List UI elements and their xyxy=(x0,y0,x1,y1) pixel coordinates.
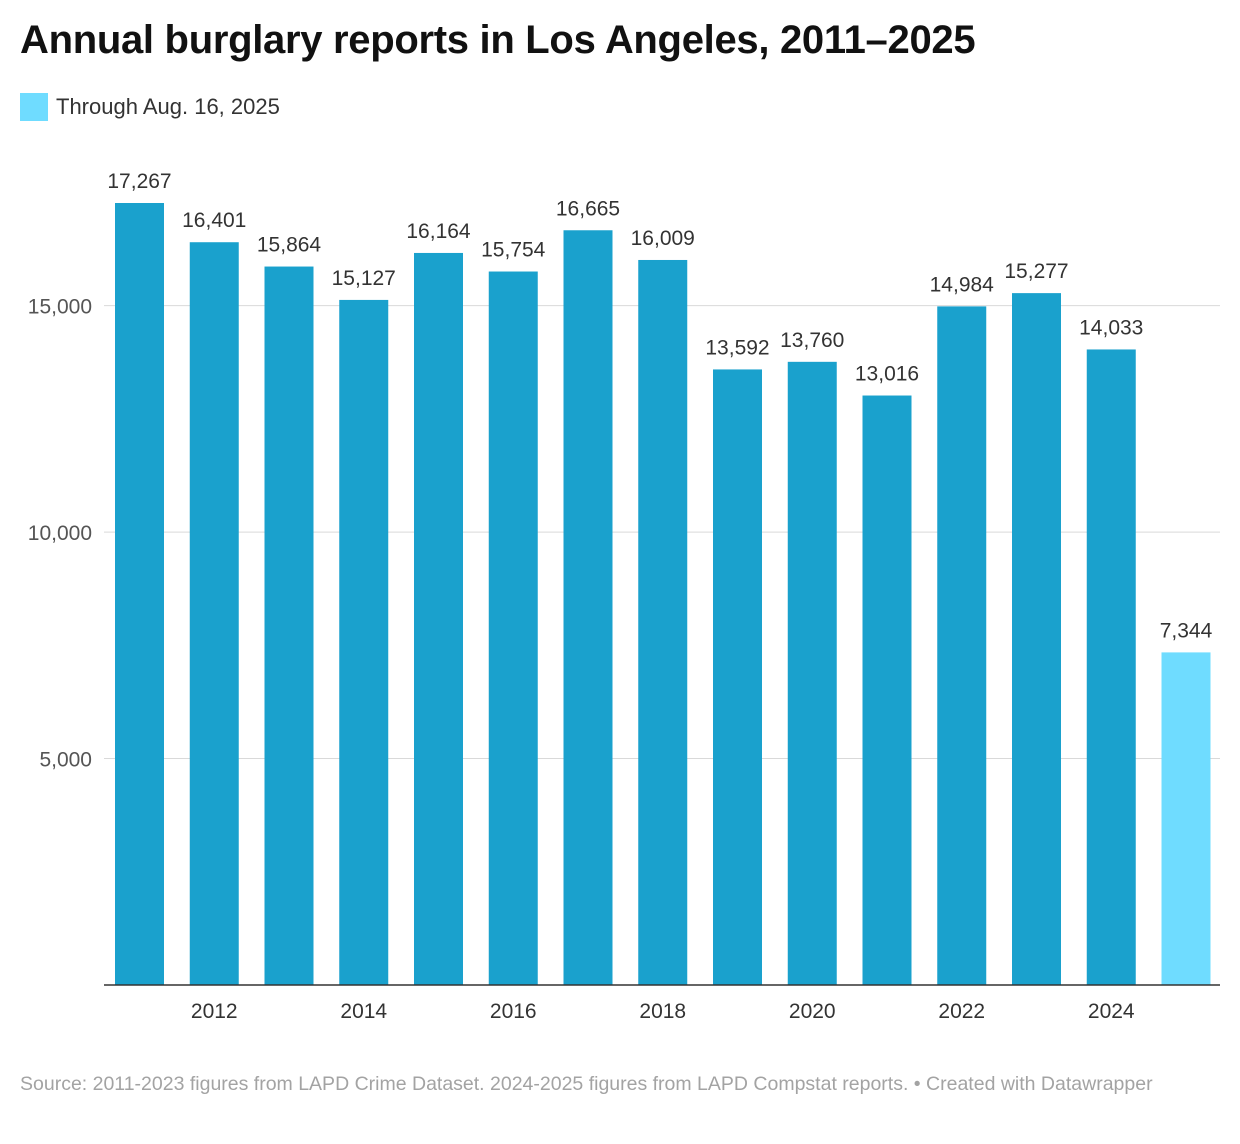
bar-2015 xyxy=(414,252,463,985)
bar-2014 xyxy=(339,299,389,985)
bar-value-label: 7,344 xyxy=(1160,619,1213,642)
x-tick-label: 2022 xyxy=(938,1000,985,1023)
source-note: Source: 2011-2023 figures from LAPD Crim… xyxy=(20,1073,1153,1095)
bar-2011 xyxy=(115,203,164,985)
bar-2022 xyxy=(937,306,987,985)
bar-value-label: 16,164 xyxy=(406,220,471,243)
y-tick-label: 5,000 xyxy=(39,749,92,772)
bar-2016 xyxy=(488,271,538,985)
bar-value-label: 16,401 xyxy=(182,209,246,232)
bar-value-label: 13,016 xyxy=(855,363,919,386)
bar-2019 xyxy=(713,369,762,985)
bar-2021 xyxy=(862,395,912,985)
bar-value-label: 13,592 xyxy=(705,336,769,359)
bar-chart: 5,000 10,000 15,000 17,267 16,401 15,864 15,12… xyxy=(28,170,1220,1023)
x-tick-label: 2020 xyxy=(789,1000,836,1023)
bar-value-label: 16,665 xyxy=(556,197,620,220)
legend: Through Aug. 16, 2025 xyxy=(20,93,280,121)
bar-value-label: 15,754 xyxy=(481,239,546,262)
bar-value-label: 15,277 xyxy=(1004,260,1068,283)
bar-2024 xyxy=(1086,349,1136,986)
bar-2013 xyxy=(264,266,314,985)
bar-2025 xyxy=(1161,652,1211,985)
bar-value-label: 15,127 xyxy=(332,267,396,290)
bar-value-label: 17,267 xyxy=(107,170,171,193)
chart-title: Annual burglary reports in Los Angeles, … xyxy=(20,18,976,62)
legend-swatch xyxy=(20,93,48,121)
bar-value-label: 14,984 xyxy=(930,273,995,296)
x-tick-label: 2024 xyxy=(1088,1000,1135,1023)
bar-2018 xyxy=(638,259,688,986)
bar-value-label: 15,864 xyxy=(257,234,322,257)
x-tick-label: 2018 xyxy=(639,1000,686,1023)
y-tick-label: 10,000 xyxy=(28,522,92,545)
bar-2017 xyxy=(563,230,613,985)
x-tick-label: 2016 xyxy=(490,1000,537,1023)
legend-label: Through Aug. 16, 2025 xyxy=(56,94,280,119)
bar-2012 xyxy=(189,242,239,985)
bar-value-label: 13,760 xyxy=(780,329,844,352)
bar-value-label: 16,009 xyxy=(631,227,695,250)
y-tick-label: 15,000 xyxy=(28,296,92,319)
bar-2020 xyxy=(787,361,837,985)
bar-2023 xyxy=(1012,293,1061,985)
x-tick-label: 2014 xyxy=(340,1000,387,1023)
x-tick-label: 2012 xyxy=(191,1000,238,1023)
bar-value-label: 14,033 xyxy=(1079,316,1143,339)
